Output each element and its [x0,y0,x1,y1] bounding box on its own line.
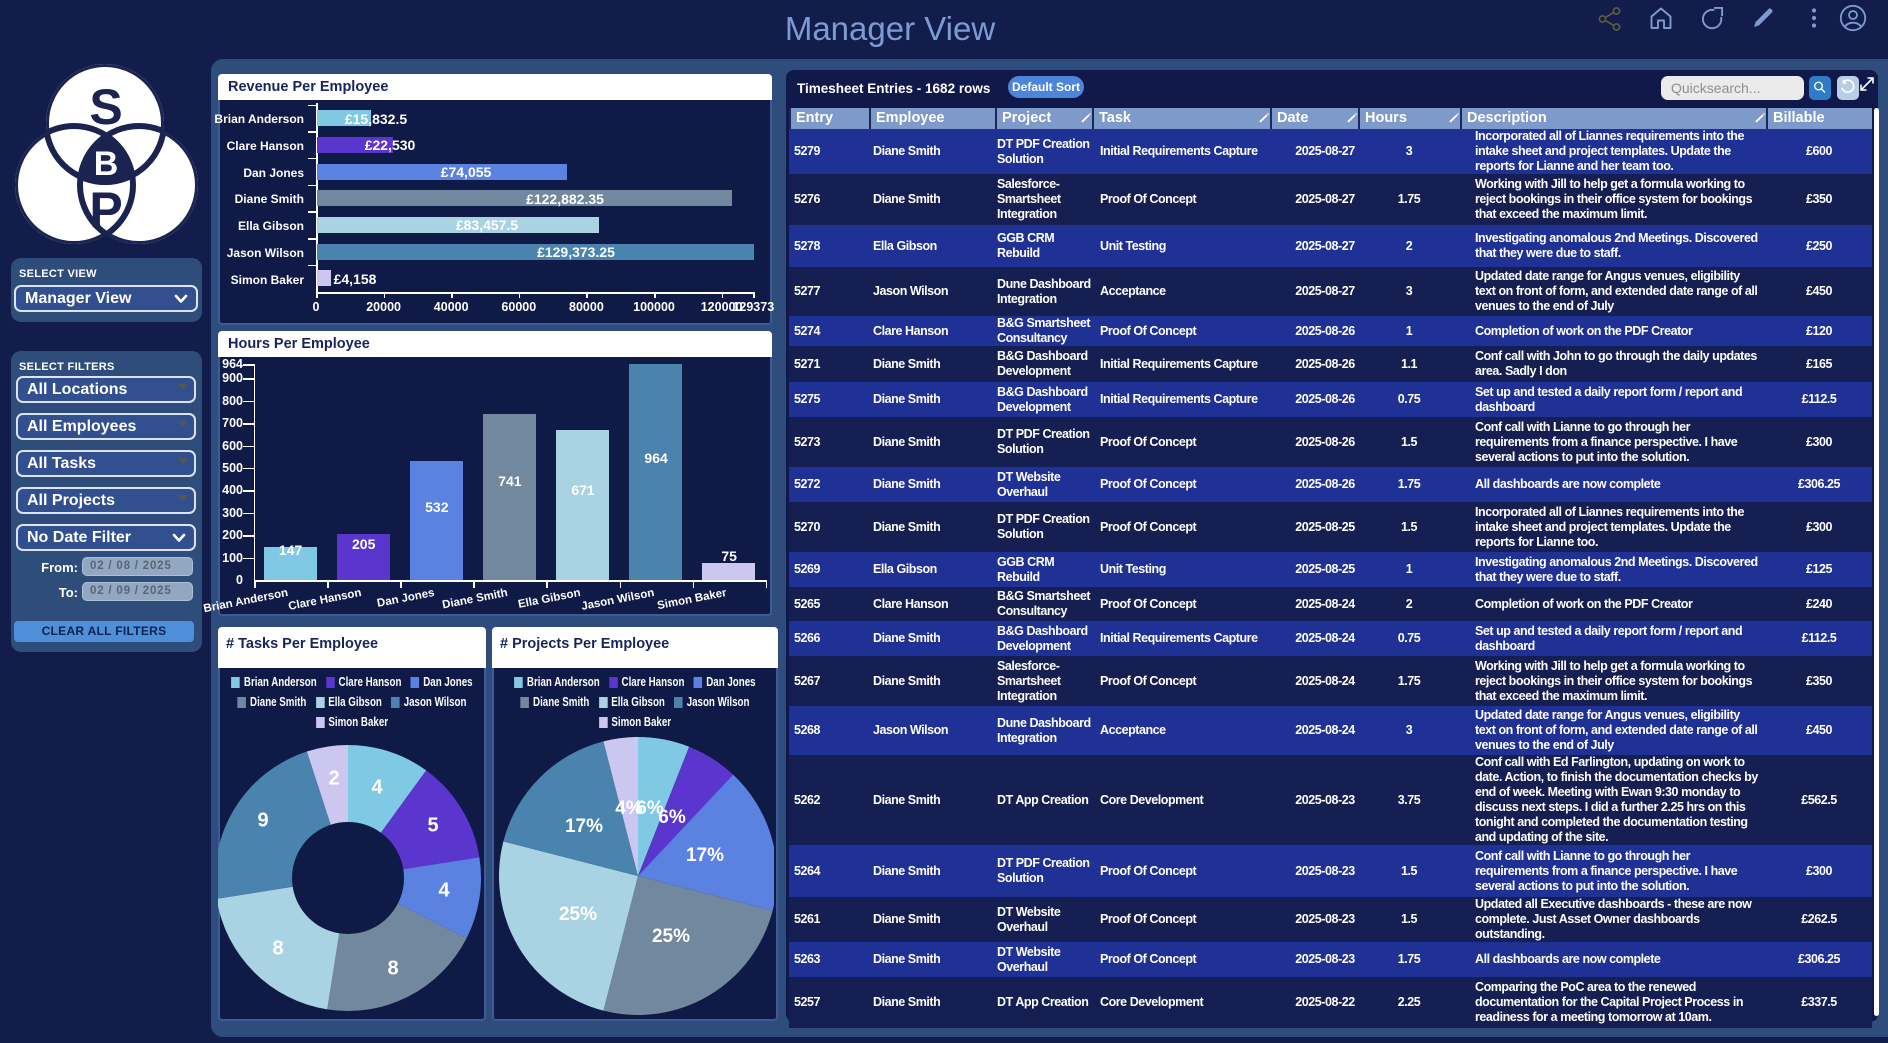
svg-text:S: S [89,79,122,135]
svg-text:P: P [89,182,122,238]
svg-text:B: B [94,145,119,183]
